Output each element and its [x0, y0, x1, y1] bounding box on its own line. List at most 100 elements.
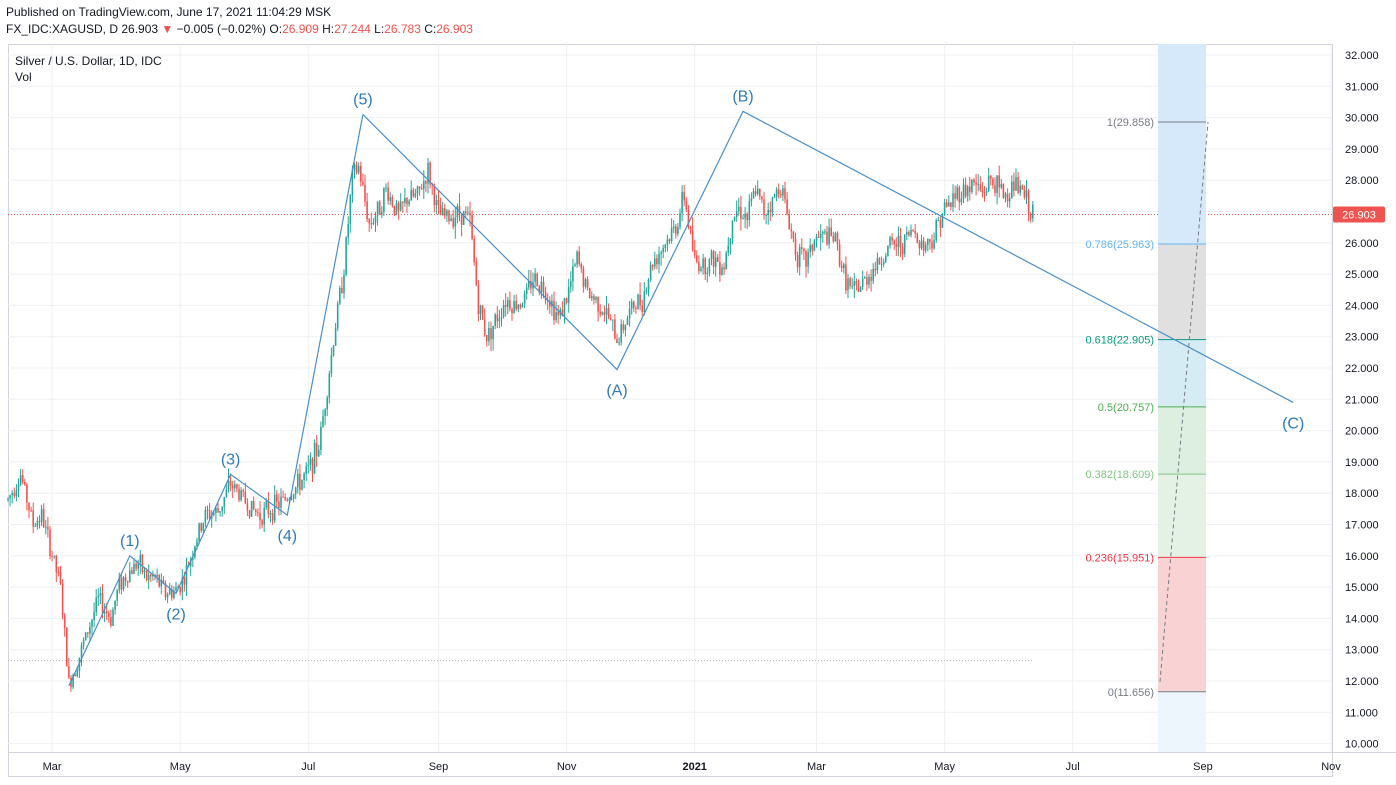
price-tick-label: 20.000 [1345, 426, 1379, 438]
candle-body [740, 206, 742, 219]
candle-body [160, 579, 163, 587]
candle-body [744, 213, 746, 219]
candle-body [777, 189, 780, 195]
candle-body [973, 179, 975, 183]
candle-body [658, 254, 660, 265]
candle-body [798, 247, 801, 268]
candle-body [221, 506, 223, 512]
candle-body [345, 237, 347, 275]
candle-body [700, 268, 702, 271]
candle-body [521, 304, 524, 308]
candle-body [555, 312, 557, 320]
candle-body [626, 318, 629, 325]
candle-body [231, 485, 234, 489]
candle-body [824, 231, 826, 233]
candle-body [152, 574, 154, 577]
candle-body [7, 498, 9, 500]
candle-body [691, 230, 694, 250]
candle-body [750, 198, 753, 202]
candle-body [82, 640, 85, 646]
candle-body [519, 304, 522, 308]
candle-body [196, 540, 198, 547]
candle-body [129, 570, 131, 582]
fib-band [1158, 474, 1206, 558]
candle-body [431, 184, 433, 186]
candle-body [656, 258, 658, 265]
candle-body [145, 570, 148, 581]
candle-body [38, 520, 41, 523]
candle-body [945, 202, 948, 207]
time-tick-label: Jul [1066, 761, 1080, 773]
candle-body [633, 301, 635, 309]
price-axis[interactable]: 32.00031.00030.00029.00028.00027.00026.0… [1333, 50, 1385, 751]
candle-body [933, 240, 935, 249]
candle-body [771, 197, 774, 213]
candle-body [305, 466, 307, 474]
candle-body [469, 212, 471, 216]
corrective-wave-line[interactable] [362, 110, 1294, 403]
candle-body [773, 196, 776, 198]
candle-body [677, 226, 679, 234]
candle-body [101, 593, 104, 614]
candle-body [439, 205, 442, 216]
low-value: 26.783 [384, 22, 421, 36]
candle-body [370, 223, 373, 225]
candle-body [261, 520, 263, 525]
candle-body [87, 632, 89, 634]
candle-body [28, 502, 30, 511]
volume-label[interactable]: Vol [15, 70, 32, 84]
time-axis[interactable]: Mar May Jul Sep Nov 2021 Mar May Jul Sep Nov [43, 761, 1342, 773]
candle-body [332, 345, 335, 356]
last-price-tag [1333, 206, 1385, 223]
time-tick-label: Mar [807, 761, 826, 773]
candle-body [830, 227, 832, 236]
symbol-label[interactable]: FX_IDC:XAGUSD, D [6, 22, 119, 36]
candle-body [450, 218, 452, 222]
candle-body [969, 186, 971, 193]
candle-body [366, 201, 368, 220]
open-value: 26.909 [282, 22, 319, 36]
candle-body [517, 304, 520, 310]
candle-body [780, 194, 782, 196]
price-tick-label: 28.000 [1345, 175, 1379, 187]
elliott-wave-lines[interactable]: (1) (2) (3) (4) (5) (A) (B) (C) [68, 88, 1304, 686]
price-tick-label: 21.000 [1345, 394, 1379, 406]
candle-body [874, 268, 877, 271]
candle-body [502, 305, 505, 317]
candle-body [987, 175, 990, 192]
candle-body [267, 500, 270, 515]
candle-body [448, 210, 450, 222]
candle-body [742, 218, 744, 220]
candle-body [809, 244, 811, 253]
impulse-wave-line[interactable] [68, 114, 364, 686]
time-tick-label: Sep [429, 761, 449, 773]
candle-body [236, 484, 238, 489]
candle-body [414, 193, 417, 197]
candle-body [467, 212, 469, 214]
candle-body [549, 300, 551, 307]
fib-band [1158, 691, 1206, 752]
candle-body [284, 497, 286, 500]
candle-body [767, 209, 769, 215]
candle-body [437, 199, 440, 206]
candle-body [765, 214, 767, 216]
price-tick-label: 25.000 [1345, 269, 1379, 281]
candle-body [402, 201, 404, 203]
candle-body [523, 294, 526, 305]
candle-body [420, 188, 423, 190]
candle-body [996, 175, 998, 193]
candle-body [696, 255, 698, 262]
candle-body [782, 188, 784, 196]
candle-body [137, 562, 139, 569]
candle-body [433, 185, 436, 206]
down-arrow-icon: ▼ [161, 22, 174, 36]
candle-body [729, 238, 732, 246]
candle-body [164, 583, 167, 598]
candle-body [643, 291, 646, 313]
candle-body [294, 487, 297, 495]
candle-body [427, 162, 429, 184]
price-tick-label: 15.000 [1345, 582, 1379, 594]
candle-body [570, 281, 572, 287]
fib-retracement[interactable]: 1(29.858) 0.786(25.963) 0.618(22.905) 0.5(2… [1086, 44, 1209, 752]
